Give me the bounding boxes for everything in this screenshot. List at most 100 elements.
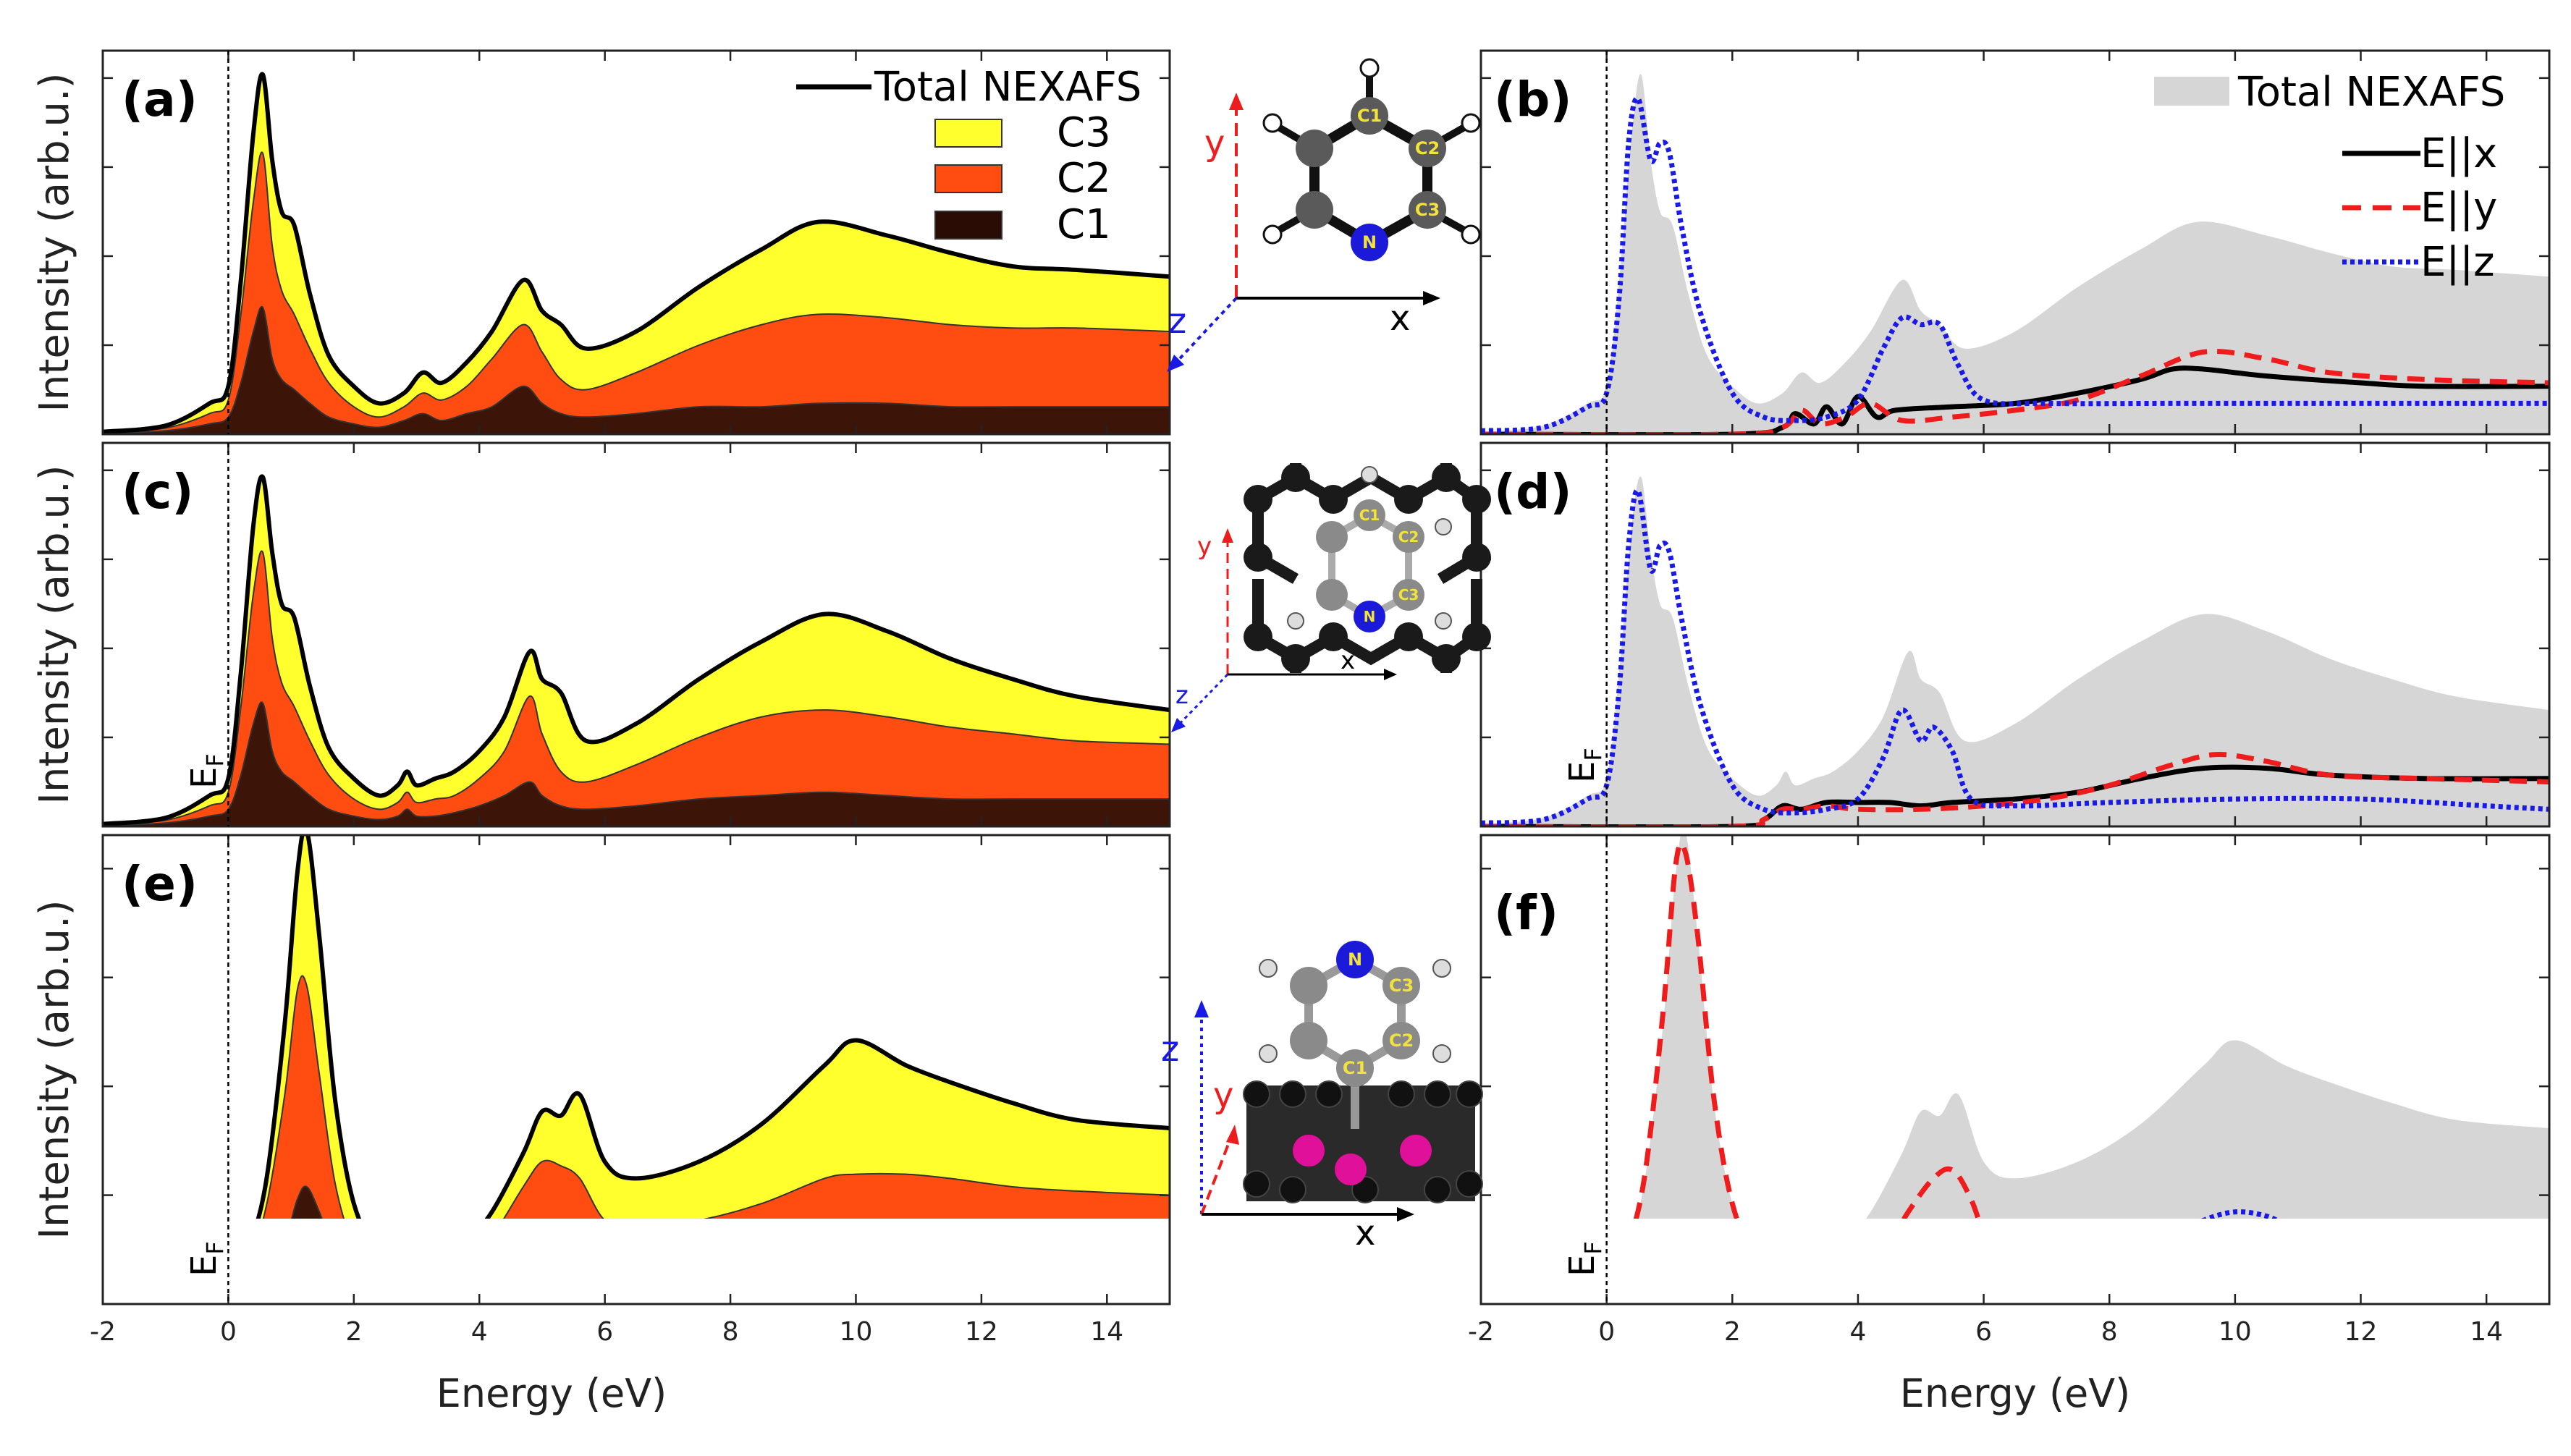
- total-nexafs-fill: [1481, 476, 2549, 826]
- atom-label-c3: C3: [1389, 975, 1414, 996]
- atom-label-c2: C2: [1398, 528, 1419, 546]
- x-tick-label: 0: [1598, 1317, 1615, 1347]
- total-nexafs-line: [256, 835, 1170, 1219]
- carbon-atom-c2: [1393, 521, 1424, 553]
- x-tick-label: 14: [1090, 1317, 1123, 1347]
- area-c2: [262, 975, 1170, 1219]
- total-nexafs-line: [103, 72, 1170, 434]
- ez-line: [2201, 1209, 2280, 1219]
- x-tick-label: 14: [2470, 1317, 2503, 1347]
- x-tick-label: -2: [90, 1317, 116, 1347]
- panel-b: (b) Total NEXAFS E||x E||y E||z: [1479, 49, 2551, 436]
- legend-ex-label: E||x: [2420, 130, 2497, 177]
- x-tick-label: -2: [1468, 1317, 1494, 1347]
- legend-c3-label: C3: [1057, 109, 1111, 156]
- axis-z-top: [1171, 297, 1238, 368]
- panel-c-ylabel: Intensity (arb.u.): [31, 465, 78, 804]
- molecule-bot: z y x: [1161, 941, 1483, 1253]
- panel-a-ticks: [101, 51, 1170, 434]
- surface-slab: [1243, 1080, 1483, 1203]
- panel-a-legend: Total NEXAFS C3 C2 C1: [796, 64, 1141, 248]
- carbon-atom: [1296, 191, 1333, 229]
- nitrogen-atom: [1336, 941, 1374, 978]
- x-tick-label: 6: [596, 1317, 613, 1347]
- molecule-top: y x z C1 C2 C3 N: [1167, 58, 1481, 372]
- axis-z-arrow-bot: [1194, 1000, 1209, 1017]
- axis-z-mid: [1175, 673, 1229, 728]
- axis-y-arrow-bot: [1226, 1125, 1239, 1145]
- graphene-lattice-mid: [1252, 463, 1482, 673]
- area-c1: [103, 305, 1170, 434]
- panel-c-fermi-label: EF: [184, 753, 229, 789]
- axis-z-label-bot: z: [1161, 1029, 1179, 1070]
- atom-label-c2: C2: [1415, 138, 1440, 158]
- panel-a-label: (a): [122, 72, 198, 127]
- legend-total-fill-label: Total NEXAFS: [2237, 69, 2505, 116]
- mg-atom: [1400, 1135, 1432, 1167]
- legend-total-label: Total NEXAFS: [874, 64, 1141, 111]
- panel-c-label: (c): [122, 464, 193, 520]
- h-atom: [1461, 113, 1481, 133]
- h-atom: [1432, 959, 1451, 978]
- axis-z-label-mid: z: [1175, 681, 1189, 710]
- ex-line: [1481, 1224, 2549, 1305]
- panel-a: (a) Intensity (arb.u.) Total NEXAFS C3 C…: [31, 49, 1171, 436]
- panel-a-ylabel: Intensity (arb.u.): [31, 72, 78, 412]
- x-tick-label: 4: [1849, 1317, 1866, 1347]
- legend-c3-swatch: [934, 119, 1002, 148]
- h-atom: [1432, 1044, 1451, 1063]
- panel-e-xlabel: Energy (eV): [436, 1371, 667, 1416]
- carbon-atom: [1290, 967, 1327, 1004]
- x-tick-label: 12: [965, 1317, 998, 1347]
- h-atom: [1259, 959, 1278, 978]
- area-c1: [103, 701, 1170, 826]
- carbon-atom: [1316, 521, 1348, 553]
- x-tick-label: 0: [220, 1317, 237, 1347]
- atom-label-c1: C1: [1359, 507, 1380, 524]
- panel-e: (e) EF Intensity (arb.u.) -2 0 2 4 6 8 10 12 14 …: [31, 834, 1171, 1416]
- total-nexafs-fill: [1637, 835, 2549, 1219]
- h-atom: [1435, 518, 1452, 536]
- axis-x-arrow-mid: [1384, 669, 1397, 680]
- panel-a-plot: [103, 72, 1170, 434]
- axis-y-label-bot: y: [1213, 1075, 1233, 1116]
- x-tick-label: 10: [2219, 1317, 2252, 1347]
- panel-d-plot: [1481, 476, 2549, 826]
- panel-c-ticks: [101, 443, 1170, 826]
- panel-b-label: (b): [1494, 72, 1572, 127]
- axes-top: y x z: [1167, 93, 1440, 372]
- axis-x-arrow-top: [1423, 291, 1440, 305]
- panel-c-plot: [103, 474, 1170, 826]
- panel-e-frame: [101, 834, 1171, 1305]
- axis-y-bot: [1200, 1134, 1233, 1215]
- axis-x-label-top: x: [1390, 298, 1410, 339]
- carbon-atom-c1: [1336, 1049, 1374, 1087]
- x-tick-label: 4: [471, 1317, 488, 1347]
- x-tick-label: 8: [2101, 1317, 2118, 1347]
- legend-c2-label: C2: [1057, 155, 1111, 202]
- carbon-atom-c1: [1354, 499, 1385, 531]
- axes-mid: y x z: [1171, 528, 1397, 732]
- panel-f-plot: [1481, 835, 2549, 1305]
- carbon-atom-c3: [1409, 191, 1446, 229]
- area-c2: [103, 550, 1170, 826]
- panel-d: (d) EF: [1479, 441, 2551, 828]
- atom-label-n: N: [1348, 949, 1362, 970]
- panel-f: (f) EF -2 0 2 4 6 8 10 12 14 Energy (eV): [1468, 834, 2551, 1416]
- panel-e-ticks: [101, 835, 1170, 1304]
- carbon-atom: [1316, 579, 1348, 611]
- area-c3: [257, 835, 1170, 1219]
- legend-ey-label: E||y: [2420, 185, 2497, 232]
- legend-total-fill: [2154, 77, 2229, 106]
- mg-atom: [1293, 1135, 1325, 1167]
- carbon-atom: [1290, 1022, 1327, 1059]
- panel-b-legend: Total NEXAFS E||x E||y E||z: [2154, 69, 2505, 286]
- h-atom: [1287, 612, 1304, 630]
- nitrogen-atom: [1354, 601, 1385, 632]
- area-c2: [103, 151, 1170, 434]
- atom-label-c1: C1: [1357, 106, 1382, 126]
- carbon-atom-c3: [1382, 967, 1420, 1004]
- atom-label-c3: C3: [1398, 586, 1419, 604]
- total-nexafs-fill: [1481, 74, 2549, 434]
